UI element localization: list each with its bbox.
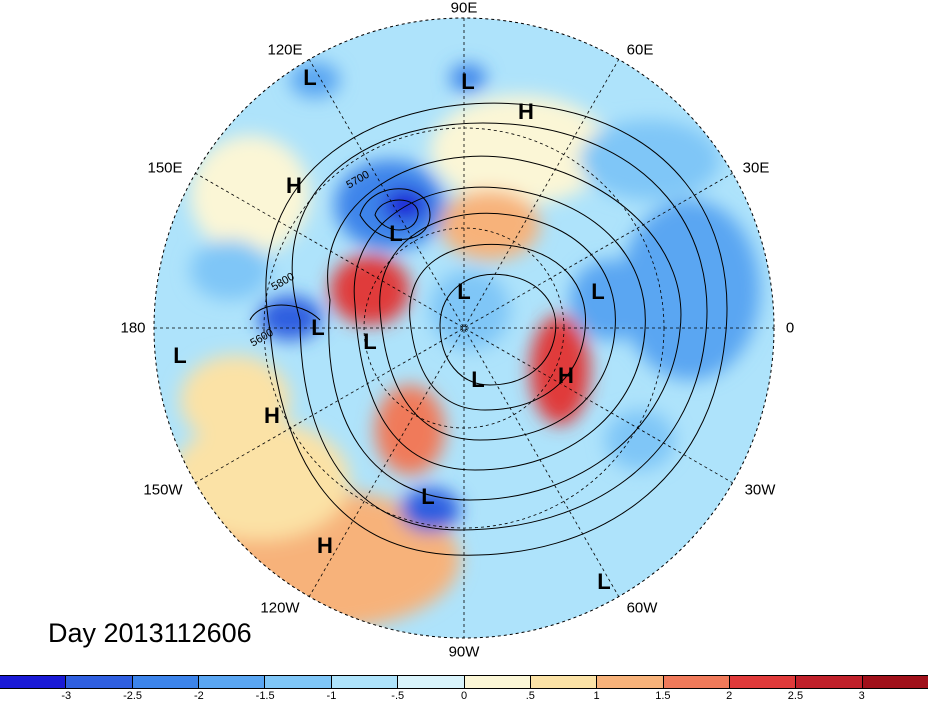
lon-label-150w: 150W [143, 481, 183, 499]
colorbar-tick-label: .5 [525, 690, 535, 702]
colorbar-tick-label: 1 [593, 690, 600, 702]
colorbar-segment [66, 676, 133, 688]
lon-label-150e: 150E [147, 159, 183, 177]
low-center: L [421, 484, 435, 509]
low-center: L [461, 69, 475, 94]
colorbar-segment [862, 676, 928, 688]
colorbar-tick-label: 0 [460, 690, 468, 702]
lon-label-60e: 60E [626, 41, 654, 59]
colorbar [0, 675, 928, 689]
low-center: L [591, 279, 605, 304]
colorbar-segment [398, 676, 465, 688]
colorbar-tick-label: 2 [726, 690, 733, 702]
low-center: L [363, 329, 377, 354]
colorbar-tick-label: -1 [326, 690, 337, 702]
colorbar-tick-label: 3 [858, 690, 865, 702]
colorbar-segment [597, 676, 664, 688]
colorbar-tick-label: -3 [61, 690, 72, 702]
low-center: L [457, 279, 471, 304]
colorbar-segment [132, 676, 200, 688]
colorbar-tick-label: 1.5 [655, 690, 671, 702]
high-center: H [518, 99, 534, 124]
lon-label-90e: 90E [450, 0, 478, 17]
low-center: L [303, 65, 317, 90]
colorbar-segment [199, 676, 266, 688]
low-center: L [389, 221, 403, 246]
lon-label-120e: 120E [267, 41, 303, 59]
graticule [154, 18, 774, 638]
day-label: Day 2013112606 [48, 618, 252, 648]
lon-label-30w: 30W [744, 481, 776, 499]
colorbar-tick-label: -2.5 [123, 690, 143, 702]
colorbar-segment [265, 676, 332, 688]
geopotential-contours [249, 102, 728, 556]
lon-label-30e: 30E [742, 159, 770, 177]
anomaly-shading [154, 18, 774, 638]
lon-label-90w: 90W [448, 643, 480, 661]
lon-label-0: 0 [785, 319, 795, 337]
high-center: H [558, 363, 574, 388]
low-center: L [471, 367, 485, 392]
colorbar-segment [331, 676, 399, 688]
map-boundary [153, 17, 775, 639]
polar-map [153, 17, 775, 639]
colorbar-segment [0, 676, 67, 688]
colorbar-segment [530, 676, 598, 688]
colorbar-segment [464, 676, 531, 688]
lon-label-120w: 120W [260, 599, 300, 617]
colorbar-tick-label: -2 [193, 690, 204, 702]
colorbar-segment [729, 676, 797, 688]
low-center: L [311, 315, 325, 340]
colorbar-tick-label: -1.5 [255, 690, 275, 702]
colorbar-tick-label: 2.5 [787, 690, 804, 702]
lon-label-60w: 60W [626, 599, 658, 617]
colorbar-tick-label: -.5 [391, 690, 405, 702]
high-center: H [286, 173, 302, 198]
high-center: H [264, 403, 280, 428]
low-center: L [597, 569, 611, 594]
lon-label-180: 180 [120, 319, 146, 337]
colorbar-segment [796, 676, 863, 688]
colorbar-segment [663, 676, 730, 688]
high-center: H [317, 533, 333, 558]
low-center: L [173, 343, 187, 368]
